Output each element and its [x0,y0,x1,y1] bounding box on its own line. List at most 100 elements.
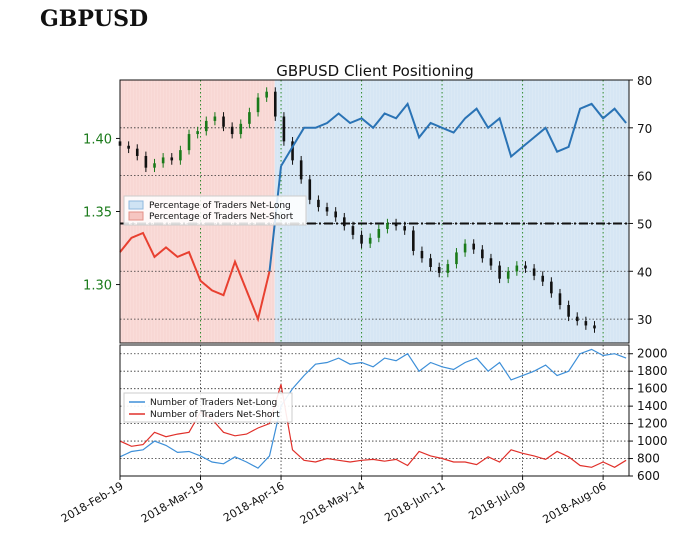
candle-body [230,126,234,135]
candle-body [593,325,596,329]
candle-body [550,281,553,294]
legend-swatch-net-short-pct [128,211,144,221]
candle-body [144,155,148,168]
bottom-legend-box [123,392,293,423]
top-legend: Percentage of Traders Net-Long Percentag… [123,195,307,226]
date-tick-label: 2018-Jun-11 [382,479,447,524]
candle-body [334,211,337,218]
candle-body [429,258,432,268]
legend-swatch-net-long-pct [128,200,144,210]
legend-label-net-short-count: Number of Traders Net-Short [150,410,280,420]
candle-body [541,275,545,282]
candle-body [481,249,484,259]
trader-count-axis: 600 800 1000 1200 1400 1600 1800 2000 [629,347,668,483]
candle-body [524,265,527,269]
candle-body [472,243,476,250]
candle-body [282,116,286,142]
candle-body [403,226,406,231]
candle-body [498,265,501,279]
legend-label-net-long-count: Number of Traders Net-Long [150,398,277,408]
count-tick-label: 1400 [637,399,668,413]
candle-body [161,157,165,164]
candle-body [515,265,519,272]
candle-body [256,97,260,113]
candle-body [575,316,579,322]
net-long-count-line [119,348,627,469]
candle-body [506,271,510,279]
count-tick-label: 600 [637,469,660,483]
candle-body [273,91,277,117]
candle-body [213,116,217,121]
candle-body [317,199,320,208]
candle-body [204,120,208,132]
price-tick-label: 1.40 [83,132,112,147]
candle-body [455,252,458,265]
candle-body [222,116,225,127]
candle-body [368,237,372,244]
candle-body [325,207,329,212]
date-tick-label: 2018-Jul-09 [466,479,528,522]
candle-body [308,179,312,200]
page-title: GBPUSD [40,6,149,32]
count-tick-label: 800 [637,452,660,466]
candle-body [343,217,346,227]
date-tick-label: 2018-May-14 [298,479,367,527]
candle-body [437,267,441,273]
candle-body [153,163,156,168]
candle-body [196,131,199,135]
candle-body [248,112,251,124]
count-tick-label: 1800 [637,364,668,378]
candle-body [584,321,588,326]
candle-body [170,157,174,161]
candle-body [179,150,182,161]
pct-tick-label: 60 [637,170,652,184]
legend-label-net-long-pct: Percentage of Traders Net-Long [149,201,291,211]
date-axis: 2018-Feb-19 2018-Mar-19 2018-Apr-16 2018-Ma… [59,476,609,527]
candle-body [446,264,450,273]
candle-body [239,123,243,135]
date-tick-label: 2018-Apr-16 [221,479,286,524]
candle-body [412,230,415,251]
candle-body [127,145,130,149]
candle-body [386,223,389,230]
pct-tick-label: 40 [637,265,652,279]
date-tick-label: 2018-Feb-19 [59,479,126,525]
candle-body [265,91,268,98]
chart-title: GBPUSD Client Positioning [276,62,474,80]
net-long-pct-line [280,101,627,167]
candle-body [377,229,381,238]
count-tick-label: 1200 [637,417,668,431]
candle-body [558,293,562,306]
price-axis: 1.30 1.35 1.40 [83,132,120,294]
candle-body [394,223,398,227]
candle-body [420,250,424,259]
candle-body [299,160,303,180]
date-tick-label: 2018-Aug-06 [540,479,608,526]
pct-tick-label: 30 [637,313,652,327]
candle-body [187,134,191,151]
pct-tick-label: 50 [637,217,652,231]
price-tick-label: 1.35 [83,206,112,221]
count-tick-label: 1600 [637,382,668,396]
pct-tick-label: 80 [637,74,652,88]
count-tick-label: 2000 [637,347,668,361]
price-candles [118,87,596,333]
candle-body [351,226,355,235]
candle-body [360,234,363,244]
bottom-panel-frame [119,344,630,477]
bottom-legend: Number of Traders Net-Long Number of Tra… [123,392,293,423]
net-short-pct-line [119,231,271,323]
candle-body [532,268,536,276]
candle-body [463,243,467,253]
top-legend-box [123,195,307,226]
candle-body [489,258,493,266]
date-tick-label: 2018-Mar-19 [139,479,206,525]
candle-body [135,148,139,156]
candle-body [567,305,570,317]
pct-tick-label: 70 [637,122,652,136]
percentage-axis: 30 40 50 60 70 80 [629,74,652,327]
legend-label-net-short-pct: Percentage of Traders Net-Short [149,212,294,222]
candle-body [291,141,294,161]
count-tick-label: 1000 [637,434,668,448]
